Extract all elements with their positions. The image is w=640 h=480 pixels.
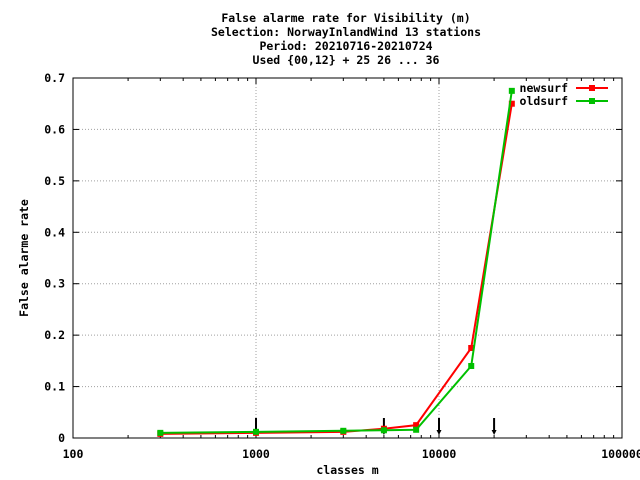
x-axis-label: classes m [316, 463, 378, 477]
y-tick-label: 0.7 [44, 71, 65, 85]
legend-marker-newsurf [589, 85, 595, 91]
x-tick-label: 1000 [242, 447, 270, 461]
x-tick-label: 100 [63, 447, 84, 461]
data-point-oldsurf [340, 427, 347, 434]
y-tick-label: 0.1 [44, 380, 65, 394]
y-axis-label: False alarme rate [17, 199, 31, 317]
data-point-oldsurf [380, 427, 387, 434]
grid [73, 78, 622, 438]
y-tick-label: 0.2 [44, 328, 65, 342]
data-point-oldsurf [253, 428, 259, 435]
title-line-3: Period: 20210716-20210724 [259, 39, 432, 53]
legend-marker-oldsurf [589, 98, 595, 104]
data-point-oldsurf [413, 426, 420, 433]
x-tick-label: 100000 [601, 447, 640, 461]
y-tick-label: 0.3 [44, 277, 65, 291]
series-line-oldsurf [160, 90, 513, 434]
x-tick-label: 10000 [422, 447, 457, 461]
legend-label-oldsurf: oldsurf [520, 94, 569, 108]
data-point-oldsurf [157, 429, 164, 436]
y-tick-label: 0.6 [44, 122, 65, 136]
y-tick-label: 0.5 [44, 174, 65, 188]
data-point-oldsurf [468, 363, 475, 369]
axis-ticks: 0 0.1 0.2 0.3 0.4 0.5 0.6 0.7 100 1000 10000 100000 [44, 71, 640, 461]
y-tick-label: 0 [58, 431, 65, 445]
title-line-2: Selection: NorwayInlandWind 13 stations [211, 25, 481, 39]
plot-frame [72, 77, 623, 439]
series-line-newsurf [160, 103, 513, 435]
legend-label-newsurf: newsurf [520, 81, 569, 95]
y-tick-label: 0.4 [44, 225, 65, 239]
title-line-4: Used {00,12} + 25 26 ... 36 [253, 53, 440, 67]
chart-title: False alarme rate for Visibility (m)Sele… [211, 11, 481, 67]
data-point-newsurf [468, 345, 475, 351]
title-line-1: False alarme rate for Visibility (m) [221, 11, 470, 25]
data-point-newsurf [413, 422, 420, 429]
threshold-marker-arrowhead [491, 430, 497, 435]
series-layer [157, 87, 515, 437]
threshold-marker-arrowhead [436, 430, 442, 435]
data-point-oldsurf [508, 87, 515, 94]
data-point-newsurf [508, 100, 515, 107]
